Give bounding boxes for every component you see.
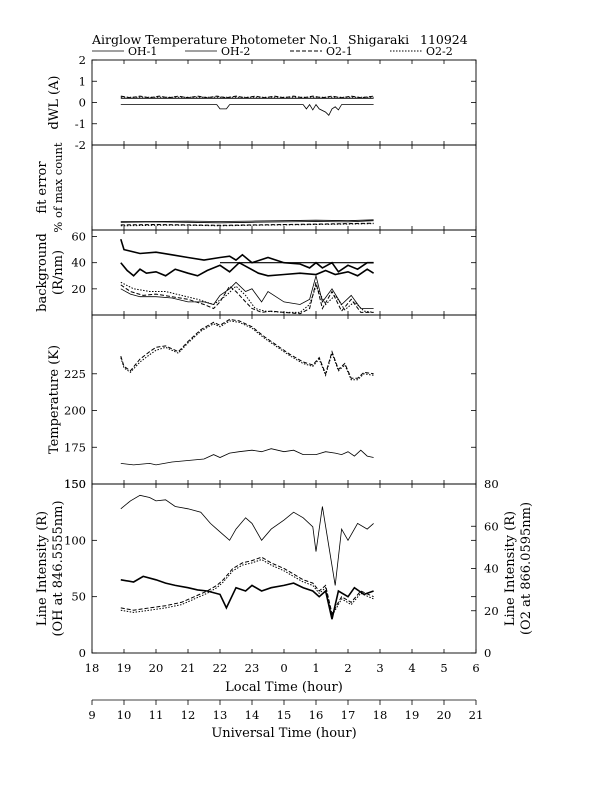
series-line-oh-2 [120, 261, 375, 277]
panel-background: 20 40 60 background (R/nm) [35, 230, 477, 316]
y-axis-label-line: fit error [35, 161, 50, 214]
local-time-tick-label: 19 [117, 661, 132, 675]
ut-tick-label: 10 [117, 708, 132, 722]
series-line-o2-3 [120, 281, 374, 313]
y-axis-label: dWL (A) [47, 76, 62, 130]
y-right-axis-label-line: (O2 at 866.0595nm) [519, 502, 534, 635]
panel-dwl: 2 1 0 -1 -2 dWL (A) [47, 53, 477, 152]
legend-label: O2-1 [326, 45, 353, 58]
series-line-oh-1 [120, 494, 374, 586]
series-line-o2-1 [120, 95, 374, 99]
y-tick-label: 0 [79, 646, 86, 660]
panel-fiterr: fit error% of max count [35, 142, 477, 233]
local-time-tick-label: 5 [440, 661, 447, 675]
local-time-tick-label: 20 [149, 661, 164, 675]
title-instrument: Airglow Temperature Photometer No.1 [91, 32, 339, 47]
legend-label: OH-2 [221, 45, 250, 58]
series-line-oh-2 [120, 219, 374, 222]
y-axis-label-line: (OH at 846.5555nm) [51, 500, 66, 636]
y-tick-label: -1 [75, 117, 86, 131]
y-tick-label: 40 [71, 256, 86, 270]
legend-item: OH-1 [92, 45, 157, 58]
local-time-tick-label: 18 [85, 661, 100, 675]
ut-tick-label: 19 [405, 708, 420, 722]
series-line-oh-1 [120, 238, 374, 273]
local-time-tick-label: 0 [280, 661, 287, 675]
y-tick-label: 2 [79, 53, 86, 67]
ut-tick-label: 13 [213, 708, 228, 722]
series-line-oh-1 [120, 103, 374, 116]
local-time-tick-label: 21 [181, 661, 196, 675]
ut-tick-label: 11 [149, 708, 164, 722]
local-time-tick-label: 4 [408, 661, 415, 675]
local-time-tick-label: 2 [344, 661, 351, 675]
y-right-tick-label: 0 [484, 646, 491, 660]
title-site: Shigaraki [348, 32, 409, 47]
panel-frame [91, 144, 477, 231]
y-tick-label: 20 [71, 282, 86, 296]
panel-frame [91, 314, 477, 485]
ut-tick-label: 20 [437, 708, 452, 722]
local-time-tick-label: 23 [245, 661, 260, 675]
series-line-o2-1 [120, 318, 374, 379]
panels: 2 1 0 -1 -2 dWL (A) fit error% of max count 20 4… [35, 53, 534, 660]
y-tick-label: 100 [64, 533, 86, 547]
ut-tick-label: 12 [181, 708, 196, 722]
y-axis-label-line: (R/nm) [51, 250, 66, 295]
title-date: 110924 [420, 32, 468, 47]
local-time-tick-label: 1 [312, 661, 319, 675]
y-tick-label: -2 [75, 138, 86, 152]
legend: OH-1 OH-2 O2-1 O2-2 [92, 45, 453, 58]
y-right-tick-label: 60 [484, 519, 499, 533]
y-right-tick-label: 20 [484, 604, 499, 618]
ut-tick-label: 14 [245, 708, 260, 722]
y-tick-label: 1 [79, 74, 86, 88]
panel-frame [91, 59, 477, 146]
y-right-tick-label: 80 [484, 477, 499, 491]
ut-axis-label: Universal Time (hour) [211, 726, 356, 741]
y-right-axis-label-line: Line Intensity (R) [503, 511, 518, 626]
ut-tick-label: 16 [309, 708, 324, 722]
y-tick-label: 225 [64, 367, 86, 381]
legend-item: OH-2 [185, 45, 250, 58]
y-tick-label: 0 [79, 96, 86, 110]
legend-item: O2-2 [390, 45, 453, 58]
ut-tick-label: 21 [469, 708, 484, 722]
ut-tick-label: 9 [88, 708, 95, 722]
y-tick-label: 150 [64, 477, 86, 491]
chart-title: Airglow Temperature Photometer No.1 Shig… [91, 32, 468, 47]
series-line-o2-2 [120, 223, 374, 227]
y-tick-label: 50 [71, 590, 86, 604]
y-axis-label-line: Line Intensity (R) [35, 511, 50, 626]
ut-tick-label: 17 [341, 708, 356, 722]
series-line-o2-2 [120, 282, 374, 315]
series-line-o2-2 [120, 320, 374, 381]
local-time-tick-label: 6 [472, 661, 479, 675]
y-tick-label: 200 [64, 404, 86, 418]
series-line-oh-2 [120, 575, 374, 620]
legend-label: O2-2 [426, 45, 453, 58]
y-tick-label: 60 [71, 230, 86, 244]
local-time-tick-label: 22 [213, 661, 228, 675]
y-right-tick-label: 40 [484, 562, 499, 576]
series-line-oh-1 [120, 220, 374, 224]
series-line-oh [120, 448, 374, 466]
local-time-tick-label: 3 [376, 661, 383, 675]
legend-item: O2-1 [290, 45, 353, 58]
ut-tick-label: 18 [373, 708, 388, 722]
y-tick-label: 150 [64, 477, 86, 491]
y-axis-label-line: % of max count [51, 142, 65, 232]
local-time-axis-label: Local Time (hour) [225, 680, 343, 695]
legend-label: OH-1 [128, 45, 157, 58]
series-line-o2-1 [120, 274, 374, 309]
y-axis-label: Temperature (K) [47, 345, 62, 454]
y-tick-label: 175 [64, 440, 86, 454]
y-axis-label-line: background [35, 233, 50, 312]
ut-tick-label: 15 [277, 708, 292, 722]
